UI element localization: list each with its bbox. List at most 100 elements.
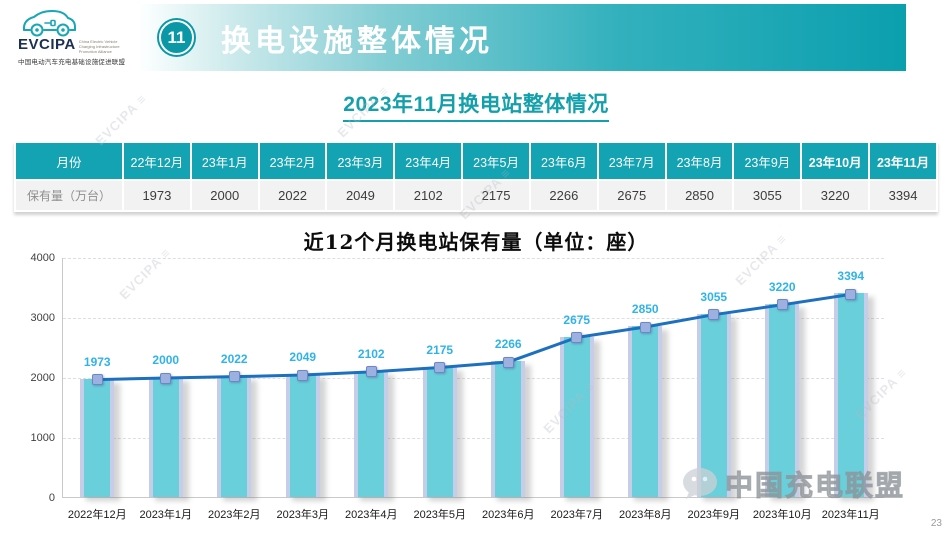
chart-plot: 0 1000 2000 3000 4000 1973 2000 2022 2049 2102 217… [31, 252, 884, 521]
brand-watermark: 中国充电联盟 [679, 464, 905, 504]
section-banner: 11 换电设施整体情况 [140, 4, 906, 71]
table-header-label: 月份 [16, 143, 122, 179]
table-data-row: 保有量（万台） 1973 2000 2022 2049 2102 2175 2266 2675 2… [16, 181, 936, 210]
table-header-cell: 23年7月 [598, 143, 665, 179]
y-gridline [63, 257, 884, 259]
bar-value-label: 3055 [700, 289, 728, 304]
table-header-cell: 23年8月 [666, 143, 733, 179]
bar-value-label: 3220 [768, 279, 796, 294]
chart-bar [696, 313, 731, 497]
chart-bar [765, 303, 800, 497]
chart-bar [628, 326, 663, 497]
table-value-cell: 3394 [870, 181, 936, 210]
table-value-cell: 2675 [598, 181, 665, 210]
line-marker [91, 374, 103, 386]
x-tick-label: 2023年10月 [752, 509, 812, 521]
ev-car-icon [22, 9, 76, 37]
table-value-cell: 2102 [395, 181, 462, 210]
x-tick-label: 2023年4月 [344, 509, 398, 521]
y-tick-label: 3000 [30, 312, 55, 324]
line-marker [571, 332, 583, 343]
line-marker [228, 371, 240, 383]
bar-value-label: 2850 [631, 302, 659, 316]
table-header-cell: 23年3月 [327, 143, 394, 179]
wechat-icon [682, 468, 717, 499]
line-marker [365, 366, 377, 378]
line-marker [297, 369, 309, 381]
table-value-cell: 1973 [124, 181, 190, 210]
table-value-cell: 3220 [802, 181, 869, 210]
bar-value-label: 2102 [357, 346, 385, 361]
chart-bar [833, 293, 868, 497]
x-tick-label: 2023年5月 [413, 509, 467, 521]
x-tick-label: 2023年6月 [481, 509, 535, 521]
table-row-label: 保有量（万台） [16, 181, 122, 210]
table-header-row: 月份 22年12月 23年1月 23年2月 23年3月 23年4月 23年5月 23年6月 23… [16, 143, 936, 179]
slide-subtitle: 2023年11月换电站整体情况 [343, 88, 609, 122]
bar-value-label: 2675 [563, 312, 591, 327]
chart-bar [491, 361, 526, 497]
y-gridline [63, 377, 884, 379]
x-tick-label: 2023年3月 [276, 509, 330, 521]
x-tick-label: 2023年9月 [687, 509, 741, 521]
trend-line [97, 292, 851, 382]
bar-value-label: 3394 [837, 269, 865, 284]
chart-bar [148, 377, 183, 497]
table-header-cell: 23年10月 [802, 143, 869, 179]
section-number-badge: 11 [159, 20, 194, 55]
y-tick-label: 2000 [30, 372, 55, 384]
logo-tagline-cn: 中国电动汽车充电基础设施促进联盟 [18, 59, 126, 66]
table-value-cell: 2049 [327, 181, 394, 210]
evcipa-logo: EVCIPA China Electric Vehicle Charging I… [16, 6, 148, 72]
bar-value-label: 2049 [289, 350, 317, 365]
chart-bar [285, 374, 320, 497]
y-gridline [63, 437, 884, 439]
x-tick-label: 2023年1月 [139, 509, 193, 521]
y-tick-label: 4000 [30, 252, 55, 264]
table-value-cell: 2850 [666, 181, 733, 210]
chart-bar [559, 336, 594, 497]
logo-tagline-en: China Electric Vehicle Charging Infrastr… [78, 39, 120, 54]
line-marker [502, 356, 514, 368]
chart-title: 近12个月换电站保有量（单位：座） [303, 230, 649, 254]
chart-bar [422, 366, 457, 497]
stats-table: 月份 22年12月 23年1月 23年2月 23年3月 23年4月 23年5月 23年6月 23… [14, 141, 938, 212]
x-tick-label: 2022年12月 [67, 509, 127, 521]
chart-bar [354, 370, 389, 497]
brand-watermark-text: 中国充电联盟 [724, 470, 905, 502]
slide-subtitle-wrap: 2023年11月换电站整体情况 [0, 88, 952, 122]
table-value-cell: 3055 [734, 181, 801, 210]
line-marker [708, 309, 720, 321]
table-header-cell: 23年11月 [870, 143, 936, 179]
page-number: 23 [930, 518, 942, 529]
line-marker [845, 288, 857, 300]
section-title: 换电设施整体情况 [221, 24, 493, 58]
x-tick-label: 2023年2月 [207, 509, 261, 521]
table-header-cell: 23年1月 [191, 143, 258, 179]
logo-name: EVCIPA [18, 36, 76, 53]
y-gridline [63, 317, 884, 319]
bar-value-label: 1973 [83, 354, 111, 369]
chart-bar [80, 378, 115, 497]
y-tick-label: 1000 [30, 432, 55, 444]
table-value-cell: 2266 [530, 181, 597, 210]
line-marker [160, 372, 172, 384]
bar-value-label: 2022 [220, 351, 248, 366]
table-value-cell: 2000 [191, 181, 258, 210]
table-value-cell: 2175 [463, 181, 529, 210]
table-header-cell: 23年5月 [463, 143, 529, 179]
x-tick-label: 2023年11月 [821, 509, 880, 521]
table-header-cell: 22年12月 [124, 143, 190, 179]
bar-value-label: 2266 [494, 337, 522, 352]
table-header-cell: 23年6月 [530, 143, 597, 179]
chart-bar [217, 375, 252, 497]
bar-value-label: 2175 [426, 342, 454, 357]
x-tick-label: 2023年7月 [550, 509, 604, 521]
y-tick-label: 0 [48, 492, 55, 504]
table-header-cell: 23年2月 [259, 143, 326, 179]
table-header-cell: 23年9月 [734, 143, 801, 179]
line-marker [434, 362, 446, 373]
bar-value-label: 2000 [152, 353, 180, 367]
line-marker [776, 299, 788, 311]
